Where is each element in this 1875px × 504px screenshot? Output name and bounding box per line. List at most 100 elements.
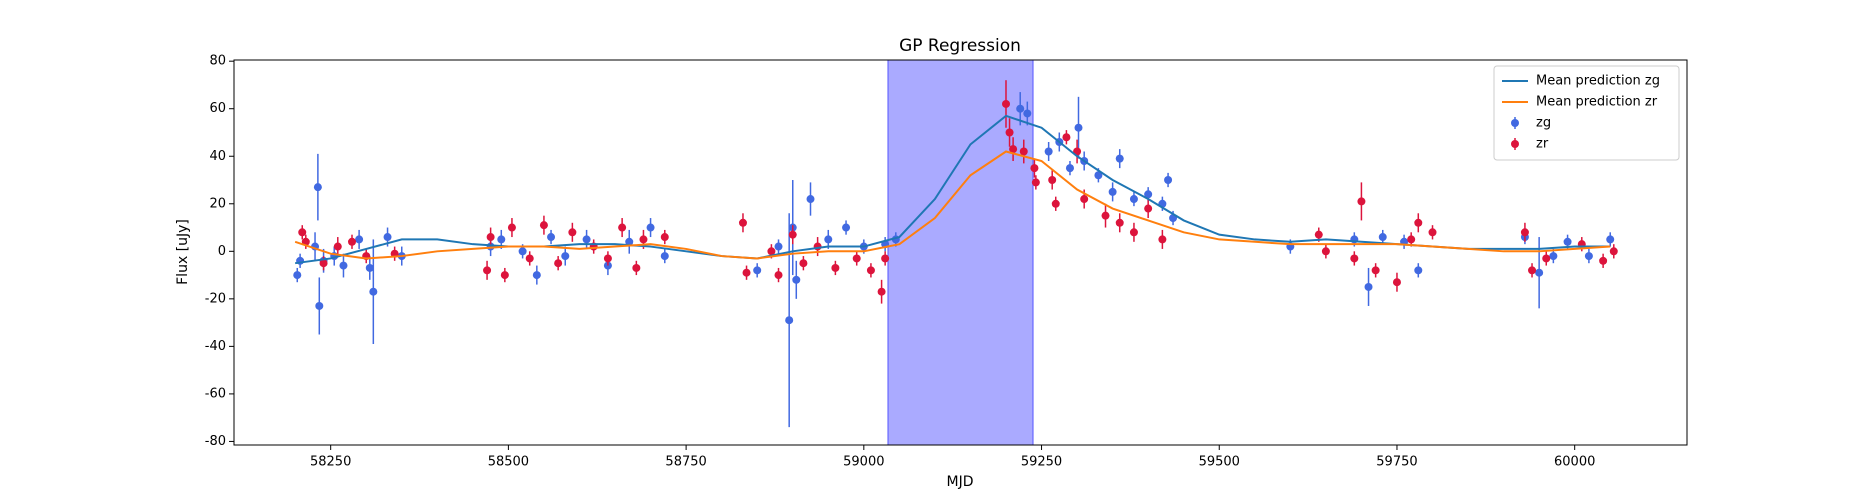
point xyxy=(742,268,751,277)
point xyxy=(1094,171,1103,180)
point xyxy=(1549,252,1558,261)
point xyxy=(507,223,516,232)
point xyxy=(767,247,776,256)
point xyxy=(561,252,570,261)
point xyxy=(369,287,378,296)
point xyxy=(568,228,577,237)
mean-line xyxy=(294,150,1611,260)
point xyxy=(1129,195,1138,204)
point xyxy=(1364,282,1373,291)
point xyxy=(806,195,815,204)
point xyxy=(319,259,328,268)
point xyxy=(1584,252,1593,261)
legend-marker xyxy=(1511,119,1519,127)
y-tick-label: 0 xyxy=(218,244,226,259)
point xyxy=(852,254,861,263)
point xyxy=(877,287,886,296)
point xyxy=(1428,228,1437,237)
point xyxy=(1407,235,1416,244)
point xyxy=(1074,123,1083,132)
point xyxy=(774,242,783,251)
legend-label: zg xyxy=(1536,116,1551,131)
x-tick-label: 58250 xyxy=(310,455,351,470)
point xyxy=(1051,199,1060,208)
x-axis-label: MJD xyxy=(947,474,974,490)
point xyxy=(1371,266,1380,275)
point xyxy=(1016,104,1025,113)
point xyxy=(785,316,794,325)
point xyxy=(1158,235,1167,244)
point xyxy=(738,218,747,227)
x-tick-label: 59750 xyxy=(1376,455,1417,470)
legend-label: Mean prediction zr xyxy=(1536,95,1658,110)
point xyxy=(1535,268,1544,277)
point xyxy=(1144,204,1153,213)
x-tick-label: 58750 xyxy=(665,455,706,470)
point xyxy=(1065,164,1074,173)
x-tick-label: 60000 xyxy=(1554,455,1595,470)
y-axis-label: Flux [uJy] xyxy=(175,219,191,285)
point xyxy=(774,271,783,280)
legend-marker xyxy=(1511,140,1519,148)
point xyxy=(293,271,302,280)
point xyxy=(1414,266,1423,275)
point xyxy=(1001,99,1010,108)
point xyxy=(792,275,801,284)
point xyxy=(1044,147,1053,156)
point xyxy=(1164,176,1173,185)
point xyxy=(1357,197,1366,206)
point xyxy=(1101,211,1110,220)
point xyxy=(1030,164,1039,173)
point xyxy=(355,235,364,244)
point xyxy=(799,259,808,268)
point xyxy=(881,254,890,263)
point xyxy=(1606,235,1615,244)
point xyxy=(1129,228,1138,237)
point xyxy=(1031,178,1040,187)
point xyxy=(618,223,627,232)
point xyxy=(1321,247,1330,256)
point xyxy=(1563,237,1572,246)
point xyxy=(1144,190,1153,199)
point xyxy=(788,230,797,239)
point xyxy=(532,271,541,280)
point xyxy=(1019,147,1028,156)
plot-area xyxy=(293,80,1618,428)
point xyxy=(842,223,851,232)
x-tick-label: 59000 xyxy=(843,455,884,470)
legend-box xyxy=(1493,65,1680,161)
point xyxy=(639,235,648,244)
point xyxy=(1080,195,1089,204)
point xyxy=(298,228,307,237)
point xyxy=(866,266,875,275)
point xyxy=(1414,218,1423,227)
point xyxy=(1115,218,1124,227)
point xyxy=(313,183,322,192)
chart-title: GP Regression xyxy=(899,36,1021,56)
point xyxy=(483,266,492,275)
point xyxy=(1392,278,1401,287)
point xyxy=(525,254,534,263)
point xyxy=(646,223,655,232)
point xyxy=(1009,145,1018,154)
y-tick-label: 80 xyxy=(209,54,226,69)
point xyxy=(315,301,324,310)
point xyxy=(1520,228,1529,237)
point xyxy=(625,237,634,246)
point xyxy=(603,254,612,263)
legend-label: zr xyxy=(1536,137,1549,152)
axes-frame xyxy=(233,59,1688,446)
point xyxy=(582,235,591,244)
point xyxy=(831,263,840,272)
x-tick-label: 58500 xyxy=(488,455,529,470)
point xyxy=(1108,187,1117,196)
point xyxy=(1609,247,1618,256)
point xyxy=(660,252,669,261)
x-tick-label: 59250 xyxy=(1021,455,1062,470)
y-tick-label: 40 xyxy=(209,149,226,164)
y-tick-label: -40 xyxy=(205,339,226,354)
point xyxy=(339,261,348,270)
point xyxy=(824,235,833,244)
point xyxy=(1528,266,1537,275)
point xyxy=(333,242,342,251)
